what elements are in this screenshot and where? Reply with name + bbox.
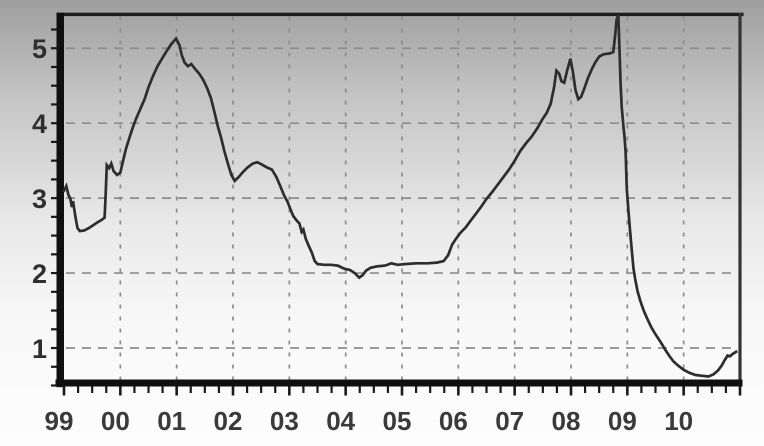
y-axis-tick-label-1: 1 — [32, 334, 47, 364]
y-axis-tick-label-4: 4 — [32, 109, 47, 139]
x-axis-tick-label-04: 04 — [326, 406, 355, 436]
x-axis-tick-label-03: 03 — [270, 406, 299, 436]
x-axis-tick-label-99: 99 — [45, 406, 74, 436]
frame-right — [738, 12, 742, 386]
y-axis-spine — [56, 12, 64, 388]
frame-top — [56, 12, 744, 17]
x-axis-tick-label-02: 02 — [214, 406, 243, 436]
x-axis-tick-label-00: 00 — [101, 406, 130, 436]
x-axis-tick-label-05: 05 — [383, 406, 412, 436]
x-axis-tick-label-07: 07 — [495, 406, 524, 436]
x-axis-tick-label-08: 08 — [552, 406, 581, 436]
y-axis-tick-label-3: 3 — [32, 184, 47, 214]
x-axis-tick-label-06: 06 — [439, 406, 468, 436]
y-axis-tick-label-5: 5 — [32, 34, 47, 64]
x-axis-tick-label-09: 09 — [608, 406, 637, 436]
x-axis-tick-label-10: 10 — [664, 406, 693, 436]
x-axis-spine — [55, 379, 743, 387]
series-line-interest-rate — [62, 14, 738, 378]
x-axis-tick-label-01: 01 — [157, 406, 186, 436]
y-axis-tick-label-2: 2 — [32, 259, 47, 289]
